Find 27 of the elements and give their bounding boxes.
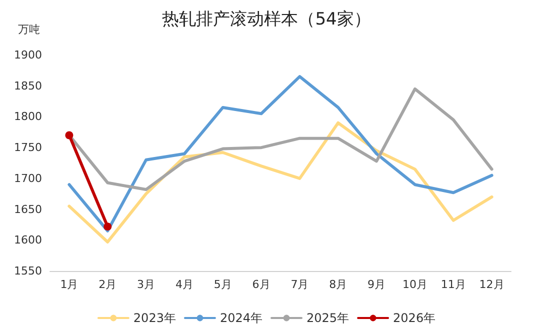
line-series [68, 75, 494, 232]
x-tick-label: 9月 [368, 278, 386, 291]
legend-label: 2026年 [393, 311, 436, 325]
y-tick-label: 1550 [14, 264, 42, 278]
chart-title: 热轧排产滚动样本（54家） [162, 10, 371, 30]
y-axis-title: 万吨 [18, 23, 40, 36]
x-tick-label: 6月 [252, 278, 270, 291]
x-tick-label: 3月 [137, 278, 156, 291]
x-tick-label: 4月 [175, 278, 194, 291]
x-tick-label: 12月 [479, 278, 504, 291]
y-tick-label: 1800 [14, 110, 42, 124]
y-tick-label: 1650 [14, 202, 42, 216]
y-tick-label: 1700 [14, 172, 42, 185]
x-tick-label: 5月 [214, 278, 232, 291]
legend-label: 2023年 [133, 311, 176, 325]
x-tick-label: 7月 [290, 278, 309, 291]
x-tick-label: 11月 [440, 278, 466, 291]
y-tick-label: 1900 [14, 48, 42, 62]
y-tick-label: 1600 [14, 234, 42, 247]
y-tick-label: 1850 [14, 79, 42, 92]
legend-label: 2024年 [220, 311, 263, 325]
x-tick-label: 8月 [329, 278, 348, 291]
x-tick-label: 2月 [98, 278, 117, 291]
x-tick-label: 10月 [402, 278, 428, 291]
y-tick-label: 1750 [14, 141, 42, 154]
x-tick-label: 1月 [60, 278, 78, 291]
legend-label: 2025年 [306, 311, 350, 325]
